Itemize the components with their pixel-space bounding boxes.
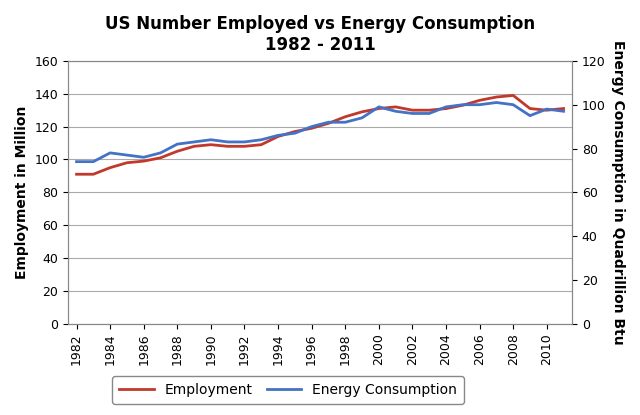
Energy Consumption [90, 159, 97, 164]
Employment [324, 121, 332, 126]
Employment [190, 144, 198, 149]
Employment [173, 149, 181, 154]
Employment [341, 114, 349, 119]
Employment [308, 126, 316, 131]
Energy Consumption [224, 139, 232, 144]
Energy Consumption [190, 139, 198, 144]
Energy Consumption [459, 102, 467, 107]
Employment [157, 155, 164, 160]
Energy Consumption [442, 105, 450, 110]
Employment [442, 106, 450, 111]
Energy Consumption [560, 109, 568, 114]
Title: US Number Employed vs Energy Consumption
1982 - 2011: US Number Employed vs Energy Consumption… [105, 15, 535, 54]
Energy Consumption [509, 102, 517, 107]
Employment [358, 109, 366, 114]
Employment [426, 108, 433, 113]
Employment [476, 98, 483, 103]
Energy Consumption [358, 115, 366, 120]
Employment [509, 93, 517, 98]
Employment [73, 172, 81, 177]
Energy Consumption [274, 133, 282, 138]
Employment [274, 134, 282, 139]
Energy Consumption [375, 105, 383, 110]
Energy Consumption [308, 124, 316, 129]
Employment [459, 103, 467, 108]
Employment [90, 172, 97, 177]
Energy Consumption [140, 155, 148, 160]
Employment [493, 95, 500, 100]
Employment [392, 105, 399, 110]
Energy Consumption [543, 107, 550, 112]
Energy Consumption [173, 142, 181, 146]
Employment [291, 129, 299, 134]
Energy Consumption [426, 111, 433, 116]
Employment [224, 144, 232, 149]
Energy Consumption [493, 100, 500, 105]
Employment [123, 160, 131, 165]
Y-axis label: Employment in Million: Employment in Million [15, 106, 29, 279]
Energy Consumption [341, 120, 349, 125]
Employment [241, 144, 248, 149]
Energy Consumption [106, 150, 114, 155]
Employment [560, 106, 568, 111]
Employment [140, 159, 148, 164]
Employment [207, 142, 215, 147]
Energy Consumption [526, 113, 534, 118]
Energy Consumption [291, 131, 299, 136]
Employment [526, 106, 534, 111]
Energy Consumption [392, 109, 399, 114]
Employment [408, 108, 416, 113]
Energy Consumption [241, 139, 248, 144]
Line: Energy Consumption: Energy Consumption [77, 103, 564, 162]
Energy Consumption [476, 102, 483, 107]
Y-axis label: Energy Consumption in Quadrillion Btu: Energy Consumption in Quadrillion Btu [611, 40, 625, 344]
Employment [543, 108, 550, 113]
Line: Employment: Employment [77, 95, 564, 174]
Employment [106, 165, 114, 170]
Employment [375, 106, 383, 111]
Energy Consumption [207, 137, 215, 142]
Energy Consumption [123, 153, 131, 158]
Legend: Employment, Energy Consumption: Employment, Energy Consumption [112, 376, 464, 404]
Energy Consumption [408, 111, 416, 116]
Employment [257, 142, 265, 147]
Energy Consumption [324, 120, 332, 125]
Energy Consumption [73, 159, 81, 164]
Energy Consumption [157, 150, 164, 155]
Energy Consumption [257, 137, 265, 142]
